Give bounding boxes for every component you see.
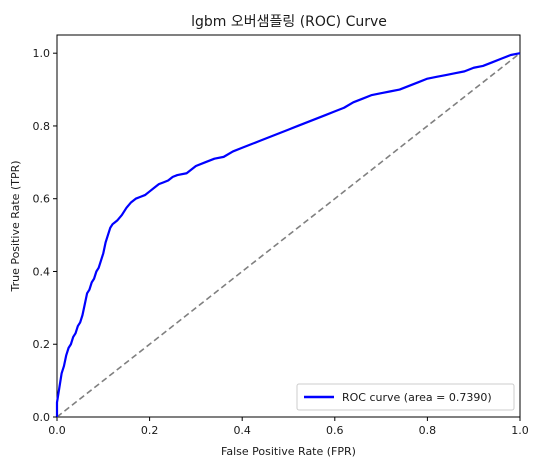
x-tick-label: 0.8 [419, 424, 437, 437]
roc-curve-line [55, 52, 521, 417]
x-tick-label: 0.4 [233, 424, 251, 437]
y-tick-label: 0.8 [33, 120, 51, 133]
y-axis: 0.0 0.2 0.4 0.6 0.8 1.0 [33, 47, 57, 424]
y-axis-label: True Positive Rate (TPR) [9, 160, 22, 292]
x-tick-label: 0.2 [141, 424, 159, 437]
y-tick-label: 0.6 [33, 193, 51, 206]
legend-box [296, 383, 515, 411]
x-tick-label: 0.6 [326, 424, 344, 437]
legend-entry-roc: ROC curve (area = 0.7390) [342, 391, 492, 404]
x-tick-label: 0.0 [48, 424, 66, 437]
y-tick-label: 0.0 [33, 411, 51, 424]
plot-area [56, 34, 521, 418]
series-layer [55, 52, 521, 418]
chart-title: lgbm 오버샘플링 (ROC) Curve [191, 14, 387, 30]
x-axis: 0.0 0.2 0.4 0.6 0.8 1.0 [48, 417, 529, 437]
y-tick-label: 0.2 [33, 338, 51, 351]
x-axis-label: False Positive Rate (FPR) [221, 445, 356, 458]
chance-diagonal-line [56, 52, 521, 418]
y-tick-label: 1.0 [33, 47, 51, 60]
legend: ROC curve (area = 0.7390) [296, 383, 515, 411]
x-tick-label: 1.0 [511, 424, 529, 437]
y-tick-label: 0.4 [33, 265, 51, 278]
